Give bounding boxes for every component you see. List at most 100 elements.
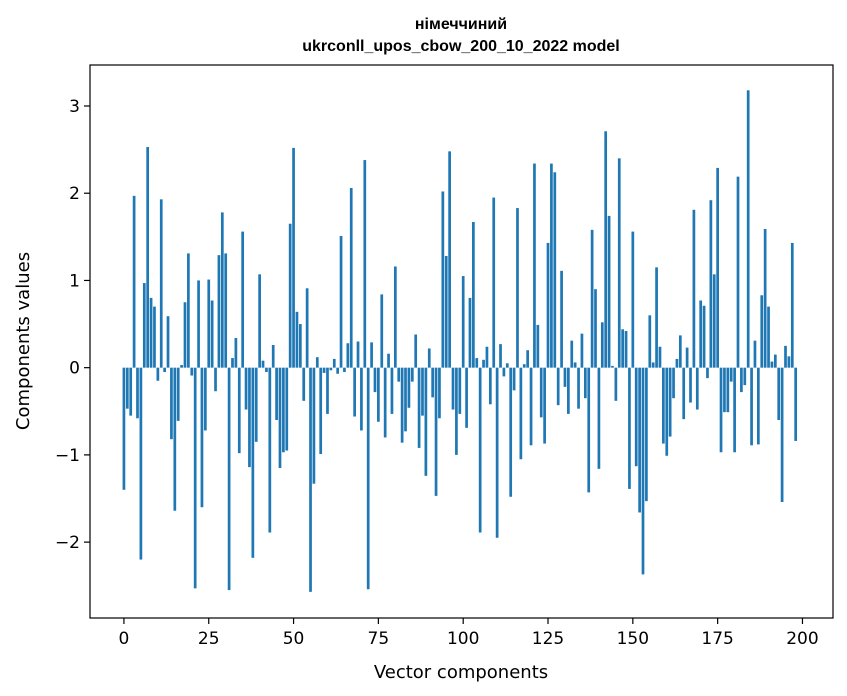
chart-title-line-1: німеччиний <box>415 16 507 33</box>
bar <box>231 358 234 368</box>
bar <box>448 151 451 368</box>
bar <box>434 367 438 496</box>
bar <box>472 222 475 368</box>
bar <box>678 335 682 368</box>
bar <box>672 367 675 399</box>
bar <box>746 90 750 368</box>
bar <box>458 367 462 414</box>
y-tick-label: 3 <box>69 97 80 117</box>
x-tick-label: 200 <box>786 629 818 649</box>
bar <box>794 367 798 441</box>
bar <box>373 367 377 393</box>
bar <box>600 322 604 368</box>
bar <box>787 356 791 368</box>
bar <box>777 367 781 420</box>
x-tick-label: 175 <box>701 629 733 649</box>
bar <box>505 363 509 368</box>
bar <box>468 297 472 368</box>
bar <box>353 367 356 417</box>
bar <box>275 367 278 420</box>
bar <box>227 367 231 591</box>
bar <box>139 367 143 560</box>
bar <box>790 242 794 368</box>
bar <box>567 367 570 414</box>
bar <box>183 302 187 368</box>
bar <box>268 367 272 533</box>
x-tick-label: 50 <box>283 629 305 649</box>
bar <box>455 367 458 455</box>
bar <box>516 208 519 368</box>
bar <box>278 367 282 468</box>
bar <box>322 367 326 373</box>
bar <box>417 367 421 448</box>
plot-frame <box>89 64 834 619</box>
bar <box>400 367 404 443</box>
bar <box>499 344 502 368</box>
bar <box>203 367 207 431</box>
bar <box>529 367 533 446</box>
bar <box>187 253 190 368</box>
bar <box>214 367 217 392</box>
bar <box>241 231 245 368</box>
bar <box>336 367 340 374</box>
bar <box>393 266 397 368</box>
bar <box>326 367 329 414</box>
bar <box>658 346 662 368</box>
bar <box>685 347 689 368</box>
chart-title-line-2: ukrconll_upos_cbow_200_10_2022 model <box>302 38 619 55</box>
bar <box>662 367 665 444</box>
bar <box>757 367 760 445</box>
bar <box>427 348 431 368</box>
bar <box>539 367 543 418</box>
bar <box>702 305 706 368</box>
bar <box>709 200 713 368</box>
y-axis: −2 −1 0 1 2 3 <box>55 97 90 553</box>
bar <box>719 367 723 453</box>
y-axis-label: Components values <box>13 252 34 430</box>
bar <box>560 270 563 368</box>
bar <box>397 367 401 382</box>
bar <box>366 367 370 590</box>
bar <box>207 279 211 368</box>
bar <box>485 346 489 368</box>
bar <box>244 367 248 410</box>
bar <box>248 367 251 468</box>
bar <box>258 274 261 368</box>
bar <box>305 288 309 368</box>
bar <box>360 367 363 431</box>
bar <box>553 172 557 368</box>
bar <box>495 367 499 538</box>
bar <box>319 367 323 455</box>
y-tick-label: −1 <box>55 446 80 466</box>
bar <box>312 367 316 484</box>
bar <box>285 367 289 451</box>
bar <box>146 146 150 368</box>
bar <box>655 267 658 368</box>
bar <box>180 365 183 368</box>
bar <box>682 367 686 420</box>
bar <box>142 283 146 368</box>
bar <box>298 324 302 368</box>
bar <box>210 300 214 368</box>
bar <box>665 367 669 456</box>
bar <box>695 367 699 410</box>
bar <box>617 158 621 368</box>
bar <box>482 359 485 368</box>
bar <box>478 367 482 533</box>
y-tick-label: 0 <box>69 359 80 379</box>
bar <box>729 367 733 382</box>
bar <box>740 367 743 393</box>
bar <box>153 306 156 368</box>
bar <box>383 367 387 438</box>
bar <box>377 367 380 422</box>
y-tick-label: −2 <box>55 533 80 553</box>
bar <box>573 362 577 368</box>
bar <box>339 235 343 368</box>
bar <box>163 367 166 373</box>
bar <box>577 367 580 409</box>
bar <box>271 344 275 368</box>
bar <box>173 367 177 511</box>
bar <box>332 358 336 368</box>
bar <box>132 195 136 368</box>
y-tick-label: 2 <box>69 184 80 204</box>
